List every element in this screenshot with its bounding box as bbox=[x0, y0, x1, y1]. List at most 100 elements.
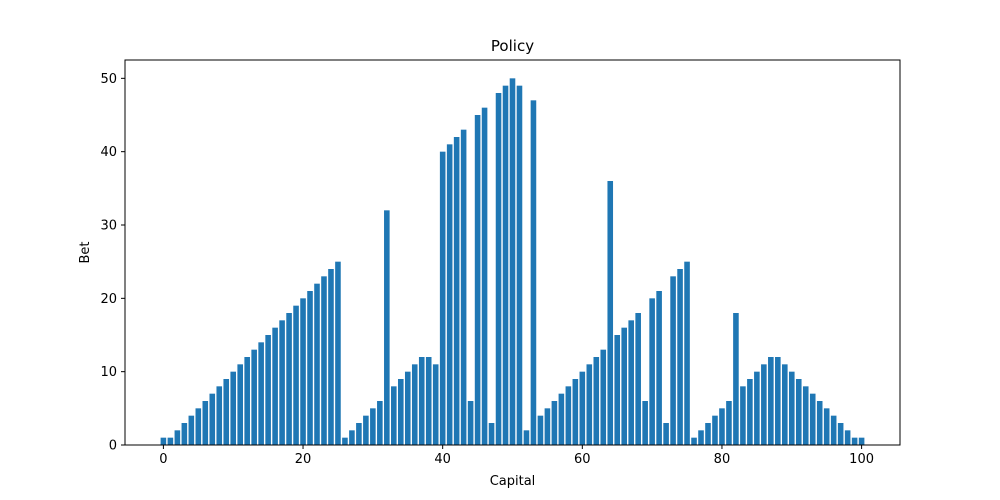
bar bbox=[216, 386, 223, 445]
bar bbox=[775, 357, 781, 445]
bar bbox=[544, 408, 551, 445]
bar bbox=[809, 393, 816, 445]
y-axis-label: Bet bbox=[78, 241, 93, 263]
y-tick-label: 20 bbox=[100, 292, 117, 307]
bar bbox=[481, 107, 488, 446]
bar bbox=[509, 78, 516, 445]
x-axis-ticks: 0 20 40 60 80 100 bbox=[159, 445, 874, 467]
bar bbox=[733, 313, 739, 445]
x-tick-label: 40 bbox=[434, 452, 451, 467]
bar bbox=[558, 393, 565, 445]
bar bbox=[411, 364, 418, 445]
y-tick-label: 40 bbox=[100, 145, 117, 160]
bar bbox=[251, 349, 257, 445]
bar bbox=[782, 364, 788, 445]
bar bbox=[439, 151, 446, 445]
bar bbox=[356, 423, 362, 445]
bar bbox=[677, 269, 683, 445]
bar bbox=[740, 386, 746, 445]
bar bbox=[160, 437, 167, 445]
bar bbox=[537, 415, 544, 445]
bar bbox=[523, 430, 530, 445]
bar bbox=[230, 371, 237, 445]
bar bbox=[460, 129, 467, 445]
bar bbox=[642, 401, 648, 445]
x-tick-label: 20 bbox=[295, 452, 312, 467]
bar bbox=[272, 327, 278, 445]
x-tick-label: 0 bbox=[159, 452, 167, 467]
bar bbox=[586, 364, 593, 445]
bar bbox=[307, 291, 313, 445]
bar bbox=[802, 386, 809, 445]
bar bbox=[474, 115, 481, 445]
bar bbox=[181, 423, 188, 445]
bar bbox=[837, 423, 844, 445]
bar bbox=[453, 137, 460, 445]
bar bbox=[167, 437, 174, 445]
bar bbox=[223, 379, 230, 445]
bar bbox=[719, 408, 725, 445]
bar bbox=[432, 364, 439, 445]
y-axis-ticks: 0 10 20 30 40 50 bbox=[100, 72, 125, 454]
bar bbox=[565, 386, 572, 445]
bar bbox=[265, 335, 271, 445]
bar bbox=[551, 401, 558, 445]
bar bbox=[314, 283, 320, 445]
bar bbox=[202, 401, 209, 445]
bar bbox=[649, 298, 655, 445]
bar bbox=[286, 313, 292, 445]
bar bbox=[397, 379, 404, 445]
bar bbox=[377, 401, 383, 445]
bar bbox=[656, 291, 662, 445]
bar bbox=[384, 210, 390, 445]
bar bbox=[495, 93, 502, 445]
bar bbox=[209, 393, 216, 445]
bar bbox=[404, 371, 411, 445]
bar bbox=[726, 401, 732, 445]
bar bbox=[579, 371, 586, 445]
bar bbox=[174, 430, 181, 445]
y-tick-label: 0 bbox=[109, 439, 117, 454]
bar bbox=[321, 276, 327, 445]
y-tick-label: 30 bbox=[100, 219, 117, 234]
bar bbox=[754, 371, 760, 445]
bar bbox=[761, 364, 767, 445]
bar bbox=[663, 423, 669, 445]
bar bbox=[823, 408, 830, 445]
bar bbox=[293, 305, 299, 445]
bar bbox=[335, 261, 341, 445]
bar bbox=[795, 379, 802, 445]
bar bbox=[607, 181, 614, 445]
bar bbox=[530, 100, 537, 445]
bar bbox=[237, 364, 243, 445]
bar bbox=[635, 313, 641, 445]
bar bbox=[614, 335, 621, 445]
bar bbox=[370, 408, 376, 445]
bar bbox=[628, 320, 634, 445]
bar bbox=[621, 327, 628, 445]
bar bbox=[328, 269, 334, 445]
bar bbox=[300, 298, 306, 445]
bar bbox=[788, 371, 795, 445]
x-tick-label: 80 bbox=[714, 452, 731, 467]
bar bbox=[698, 430, 704, 445]
x-tick-label: 100 bbox=[849, 452, 874, 467]
bar bbox=[342, 437, 348, 445]
bar bbox=[572, 379, 579, 445]
bar bbox=[279, 320, 285, 445]
bar bbox=[488, 423, 495, 445]
bar bbox=[600, 349, 607, 445]
bar bbox=[712, 415, 718, 445]
y-tick-label: 50 bbox=[100, 72, 117, 87]
y-tick-label: 10 bbox=[100, 365, 117, 380]
plot-frame bbox=[124, 59, 901, 446]
bar bbox=[244, 357, 250, 445]
bar bbox=[446, 144, 453, 446]
bar bbox=[691, 437, 697, 445]
bar bbox=[425, 357, 432, 445]
bar bbox=[363, 415, 369, 445]
bar bbox=[768, 357, 774, 445]
bar bbox=[684, 261, 690, 445]
bar bbox=[418, 357, 425, 445]
